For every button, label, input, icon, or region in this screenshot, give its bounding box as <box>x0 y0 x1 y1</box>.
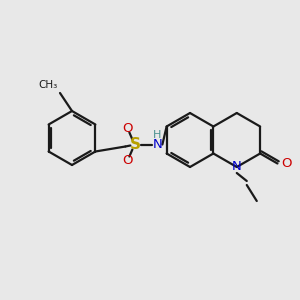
Text: N: N <box>152 138 162 151</box>
Text: O: O <box>281 157 292 170</box>
Text: O: O <box>122 154 133 167</box>
Text: N: N <box>232 160 242 173</box>
Text: H: H <box>153 130 162 140</box>
Text: O: O <box>122 122 133 135</box>
Text: CH₃: CH₃ <box>39 80 58 90</box>
Text: S: S <box>130 137 141 152</box>
